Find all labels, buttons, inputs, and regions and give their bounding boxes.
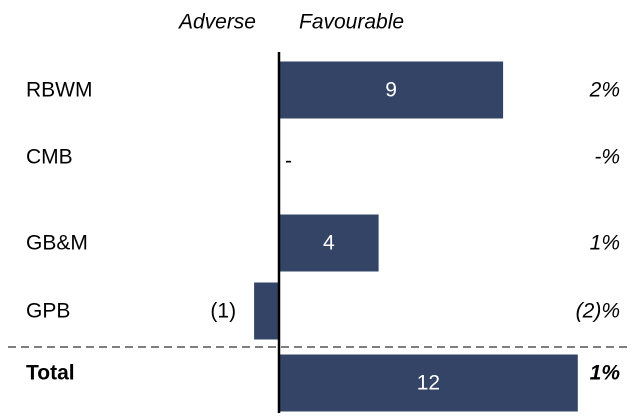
- percent-label-gb-m: 1%: [590, 232, 620, 255]
- value-label-gpb: (1): [210, 300, 236, 323]
- bar-gb-m: [279, 214, 379, 272]
- value-label-cmb: -: [285, 150, 292, 173]
- header-adverse: Adverse: [177, 11, 256, 34]
- bar-total: [279, 354, 578, 412]
- value-label-gb-m: 4: [323, 232, 335, 255]
- percent-label-cmb: -%: [594, 146, 620, 169]
- percent-label-rbwm: 2%: [589, 79, 620, 102]
- bar-rbwm: [279, 61, 504, 119]
- value-label-rbwm: 9: [385, 79, 397, 102]
- category-label-rbwm: RBWM: [26, 79, 93, 102]
- value-label-total: 12: [417, 372, 440, 395]
- category-label-gb-m: GB&M: [26, 232, 88, 255]
- category-label-gpb: GPB: [26, 300, 70, 323]
- total-label: Total: [26, 362, 75, 385]
- percent-label-gpb: (2)%: [576, 300, 620, 323]
- category-label-cmb: CMB: [26, 146, 73, 169]
- percent-label-total: 1%: [590, 362, 621, 385]
- bar-gpb: [254, 282, 279, 340]
- header-favourable: Favourable: [299, 11, 404, 34]
